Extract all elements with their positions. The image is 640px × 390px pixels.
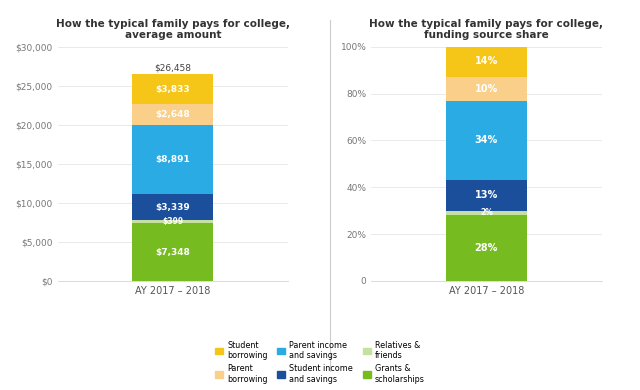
Bar xyxy=(446,215,527,281)
Text: $26,458: $26,458 xyxy=(154,64,191,73)
Bar xyxy=(446,180,527,211)
Text: $8,891: $8,891 xyxy=(156,155,190,164)
Text: $399: $399 xyxy=(162,218,184,227)
Bar xyxy=(132,74,213,104)
Bar xyxy=(446,211,527,215)
Text: $3,833: $3,833 xyxy=(156,85,190,94)
Bar xyxy=(132,104,213,125)
Text: 34%: 34% xyxy=(475,135,498,145)
Bar xyxy=(132,125,213,194)
Text: 13%: 13% xyxy=(475,190,498,200)
Text: 10%: 10% xyxy=(475,84,498,94)
Title: How the typical family pays for college,
funding source share: How the typical family pays for college,… xyxy=(369,19,604,41)
Text: $2,648: $2,648 xyxy=(156,110,190,119)
Text: 14%: 14% xyxy=(475,56,498,66)
Text: 28%: 28% xyxy=(475,243,498,253)
Bar xyxy=(446,77,527,101)
Bar xyxy=(446,101,527,180)
Bar xyxy=(132,194,213,220)
Text: 2%: 2% xyxy=(480,208,493,218)
Text: $3,339: $3,339 xyxy=(156,203,190,212)
Legend: Student
borrowing, Parent
borrowing, Parent income
and savings, Student income
a: Student borrowing, Parent borrowing, Par… xyxy=(212,338,428,386)
Bar xyxy=(446,44,527,77)
Text: $7,348: $7,348 xyxy=(156,248,190,257)
Title: How the typical family pays for college,
average amount: How the typical family pays for college,… xyxy=(56,19,290,41)
Bar xyxy=(132,220,213,223)
Bar xyxy=(132,223,213,281)
